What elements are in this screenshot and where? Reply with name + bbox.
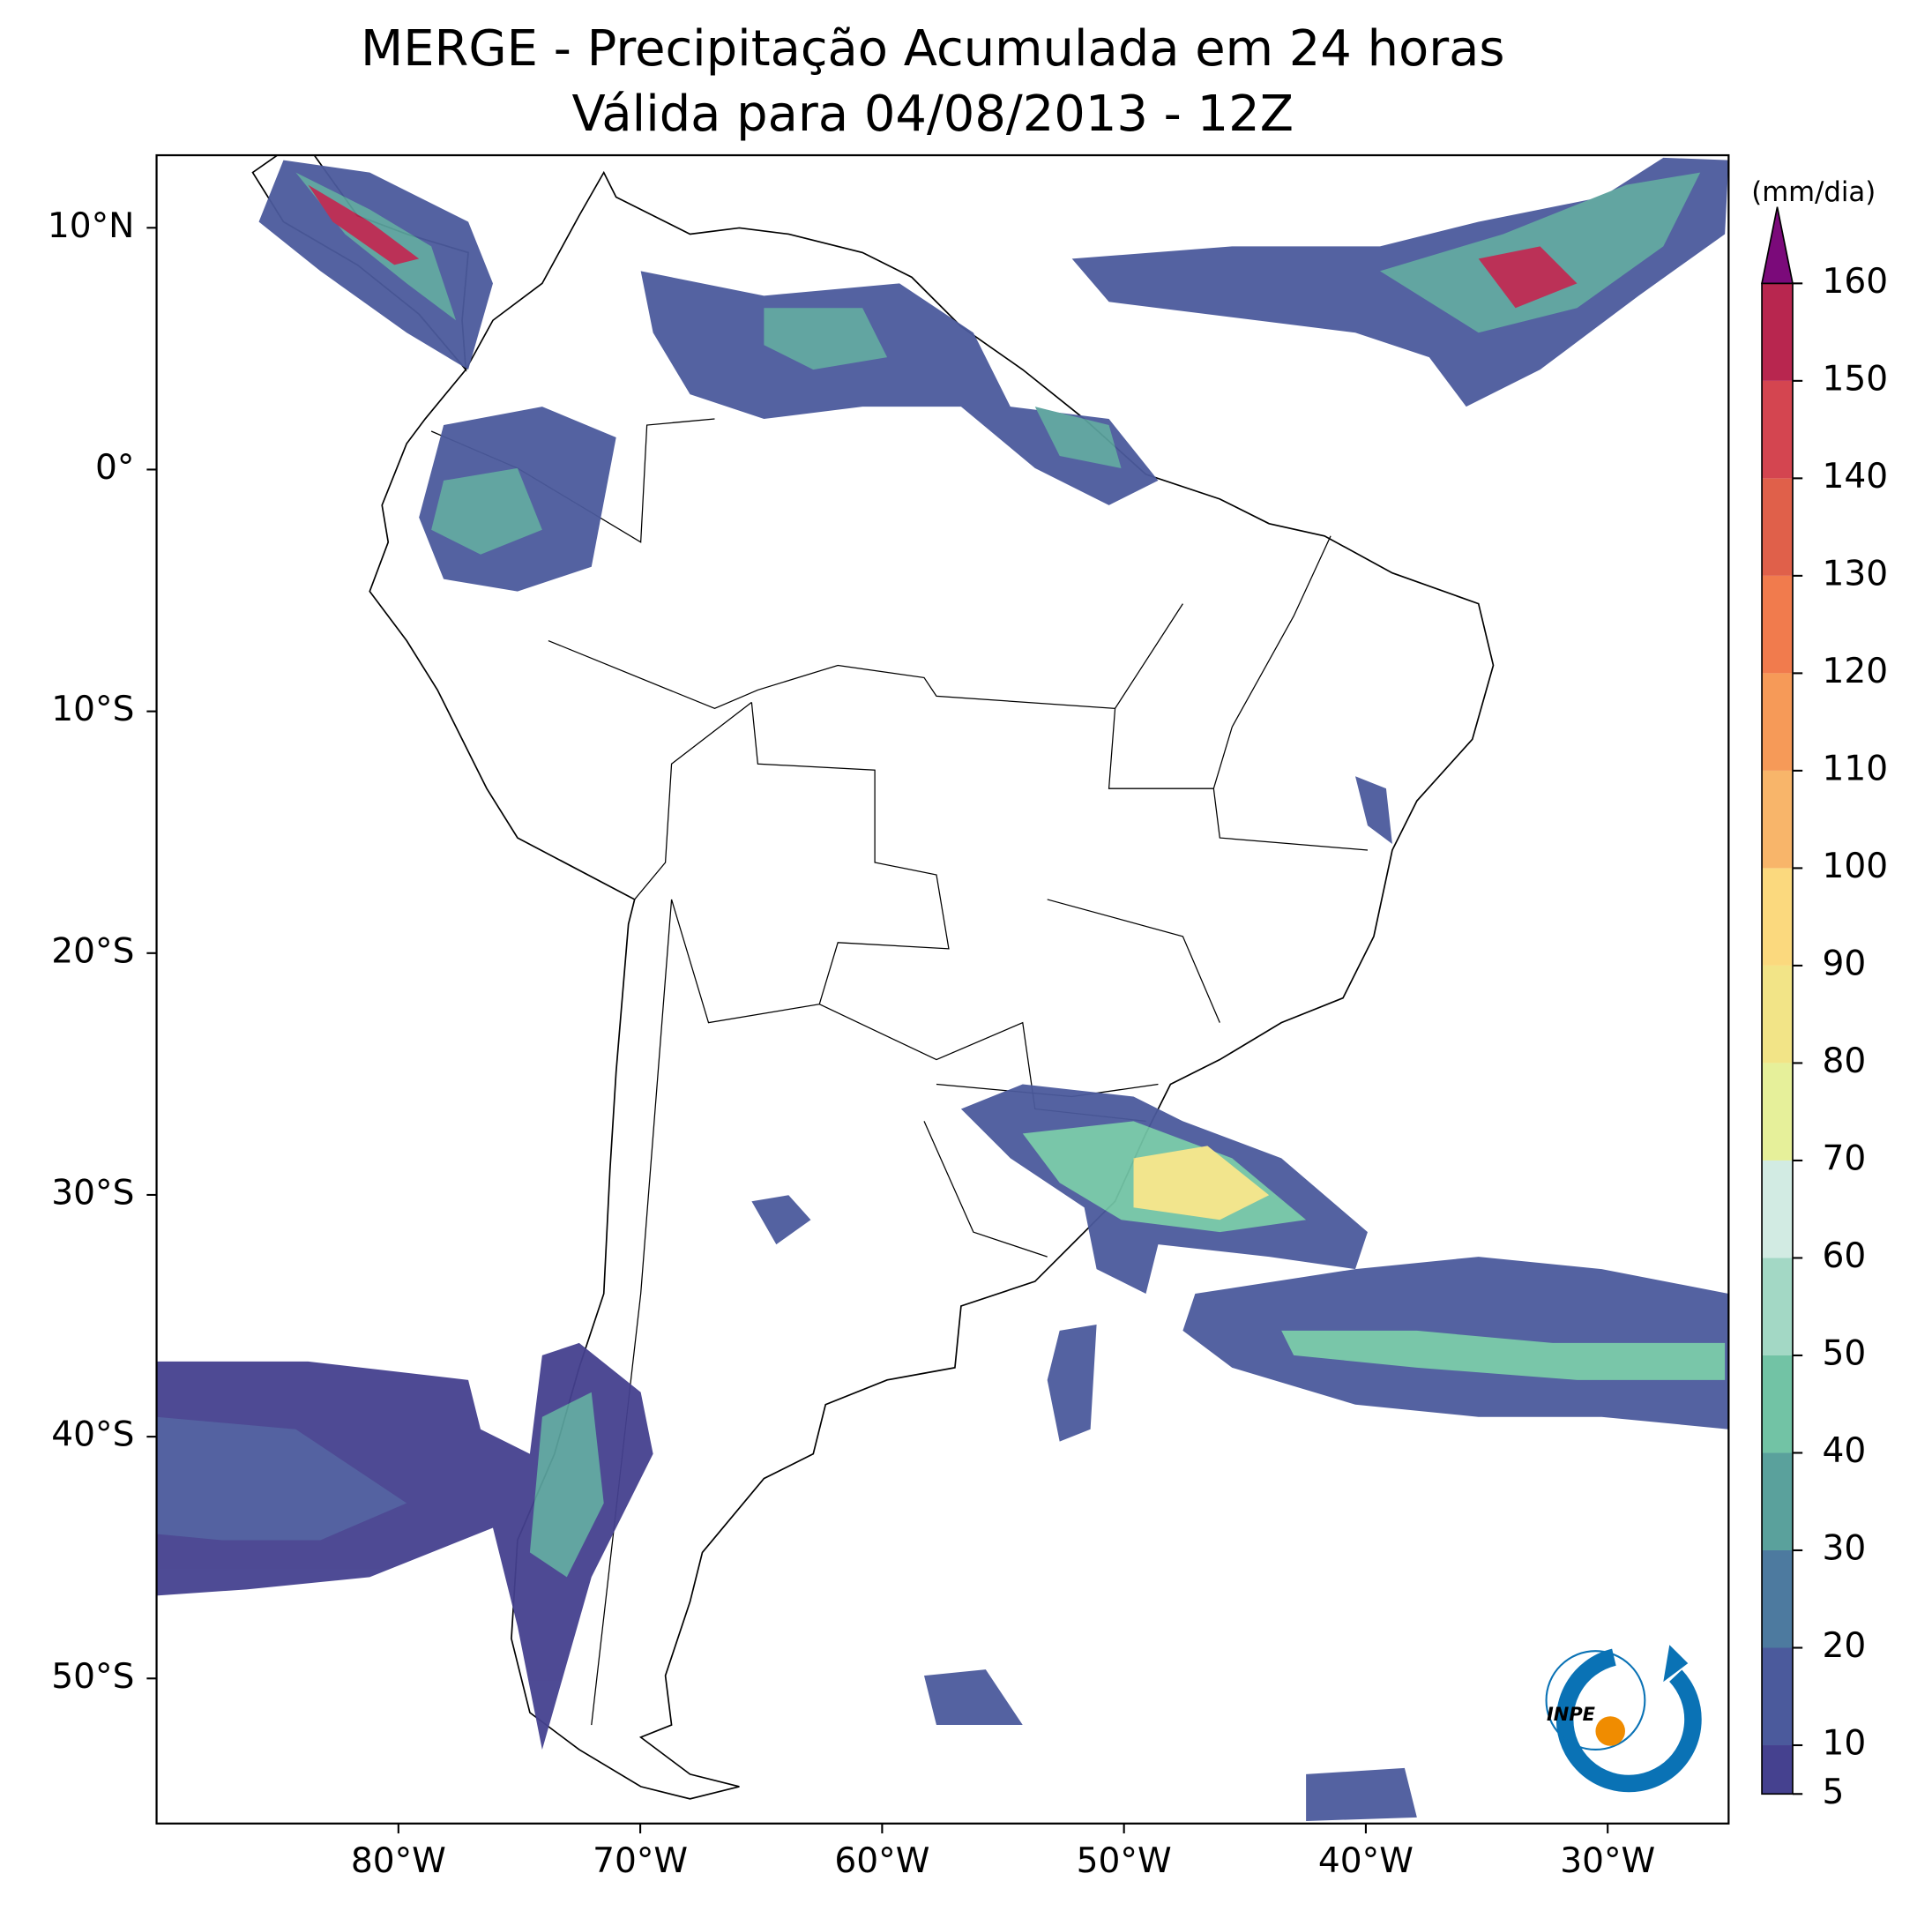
colorbar-segment [1762,1452,1793,1550]
colorbar-tick-label: 100 [1823,847,1889,886]
colorbar-segment [1762,1160,1793,1258]
colorbar-tick-label: 30 [1823,1528,1867,1568]
y-tick-label: 0° [95,448,134,488]
inpe-logo: INPE [1545,1645,1702,1793]
colorbar-segment [1762,673,1793,771]
map-area [156,155,1729,1824]
x-tick-label: 50°W [1077,1841,1172,1881]
colorbar-tick-label: 110 [1823,749,1889,788]
colorbar-segment [1762,478,1793,576]
x-tick-label: 80°W [351,1841,446,1881]
x-tick-label: 60°W [834,1841,929,1881]
colorbar-segment [1762,283,1793,381]
colorbar-tick-label: 150 [1823,359,1889,399]
x-tick-label: 70°W [593,1841,688,1881]
colorbar-tick-label: 130 [1823,554,1889,593]
y-tick-label: 10°N [48,206,135,246]
precipitation [156,157,1729,1822]
colorbar-extend [1761,206,1794,285]
colorbar-segment [1762,1549,1793,1648]
continent [369,170,1495,1800]
colorbar-segment [1762,1063,1793,1161]
colorbar-segment [1762,868,1793,966]
colorbar-tick-label: 90 [1823,944,1867,983]
colorbar-tick-label: 60 [1823,1236,1867,1276]
subtitle: Válida para 04/08/2013 - 12Z [572,86,1294,143]
colorbar-tick-label: 5 [1823,1773,1845,1812]
x-tick-label: 30°W [1560,1841,1655,1881]
colorbar-tick-label: 10 [1823,1724,1867,1764]
x-tick-label: 40°W [1318,1841,1414,1881]
colorbar-tick-label: 80 [1823,1041,1867,1081]
colorbar-frame [1761,282,1794,1795]
colorbar-tick-label: 50 [1823,1333,1867,1373]
y-tick-label: 20°S [51,931,134,971]
colorbar-segment [1762,1647,1793,1746]
logo-text: INPE [1547,1704,1596,1725]
colorbar-tick-label: 40 [1823,1431,1867,1471]
colorbar-segment [1762,770,1793,869]
y-tick-label: 10°S [51,690,134,729]
y-tick-label: 40°S [51,1415,134,1455]
map-frame [155,153,1730,1825]
colorbar-tick-label: 120 [1823,652,1889,691]
colorbar-tick-label: 160 [1823,262,1889,302]
colorbar-tick-label: 20 [1823,1626,1867,1666]
colorbar-segment [1762,965,1793,1064]
colorbar-segment [1762,380,1793,479]
colorbar-tick-label: 70 [1823,1138,1867,1178]
colorbar-segment [1762,1745,1793,1795]
title: MERGE - Precipitação Acumulada em 24 hor… [361,20,1505,78]
colorbar-segment [1762,1355,1793,1453]
colorbar-segment [1762,1258,1793,1355]
colorbar-segment [1762,575,1793,674]
colorbar-tick-label: 140 [1823,457,1889,496]
y-tick-label: 30°S [51,1173,134,1213]
colorbar-label: (mm/dia) [1751,176,1876,208]
y-tick-label: 50°S [51,1657,134,1697]
